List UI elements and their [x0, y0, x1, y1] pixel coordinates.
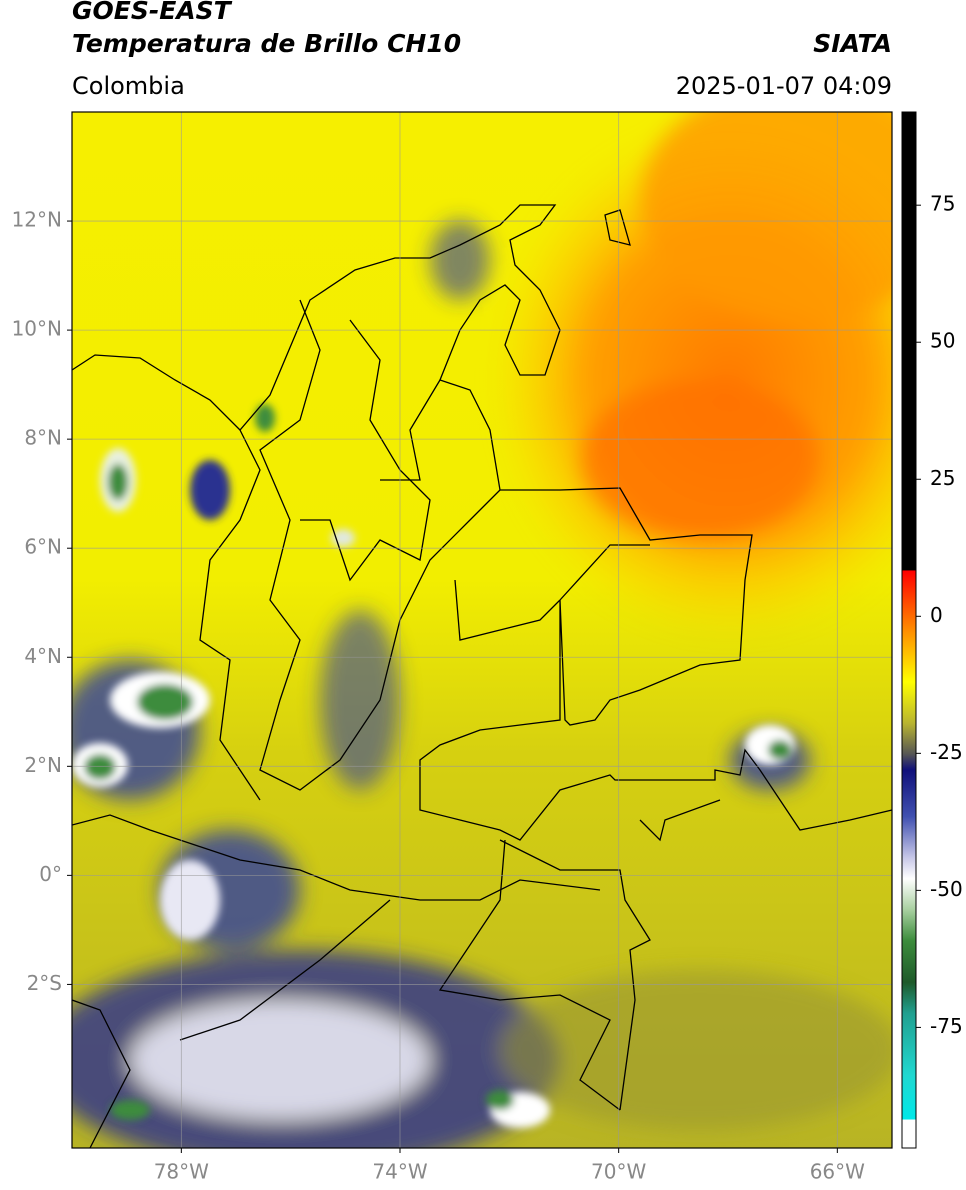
- lat-tick-label: 0°: [39, 862, 62, 886]
- colorbar-tick-label: 50: [930, 329, 955, 353]
- datetime: 2025-01-07 04:09: [676, 72, 892, 100]
- colorbar-tick-label: 75: [930, 192, 955, 216]
- lat-tick-label: 4°N: [24, 644, 62, 668]
- lon-tick-label: 78°W: [154, 1160, 209, 1184]
- source: SIATA: [813, 29, 892, 58]
- lat-tick-label: 12°N: [12, 208, 62, 232]
- title: GOES-EAST: [72, 0, 233, 25]
- lon-tick-label: 74°W: [372, 1160, 427, 1184]
- lat-tick-label: 10°N: [12, 317, 62, 341]
- lat-tick-label: 2°S: [27, 971, 62, 995]
- graticule: [72, 112, 892, 1148]
- map-frame: [71, 111, 893, 1149]
- colorbar-tick-label: -25: [930, 740, 963, 764]
- lat-tick-label: 8°N: [24, 426, 62, 450]
- colorbar-tick-label: 25: [930, 466, 955, 490]
- colorbar: [901, 111, 917, 1149]
- colorbar-tick-label: 0: [930, 603, 943, 627]
- satellite-image: [72, 112, 892, 1148]
- lat-tick-label: 6°N: [24, 535, 62, 559]
- subtitle: Temperatura de Brillo CH10: [72, 29, 461, 58]
- colorbar-tick-label: -75: [930, 1014, 963, 1038]
- lat-tick-label: 2°N: [24, 753, 62, 777]
- lon-tick-label: 66°W: [810, 1160, 865, 1184]
- lon-tick-label: 70°W: [591, 1160, 646, 1184]
- region: Colombia: [72, 72, 185, 100]
- colorbar-tick-label: -50: [930, 877, 963, 901]
